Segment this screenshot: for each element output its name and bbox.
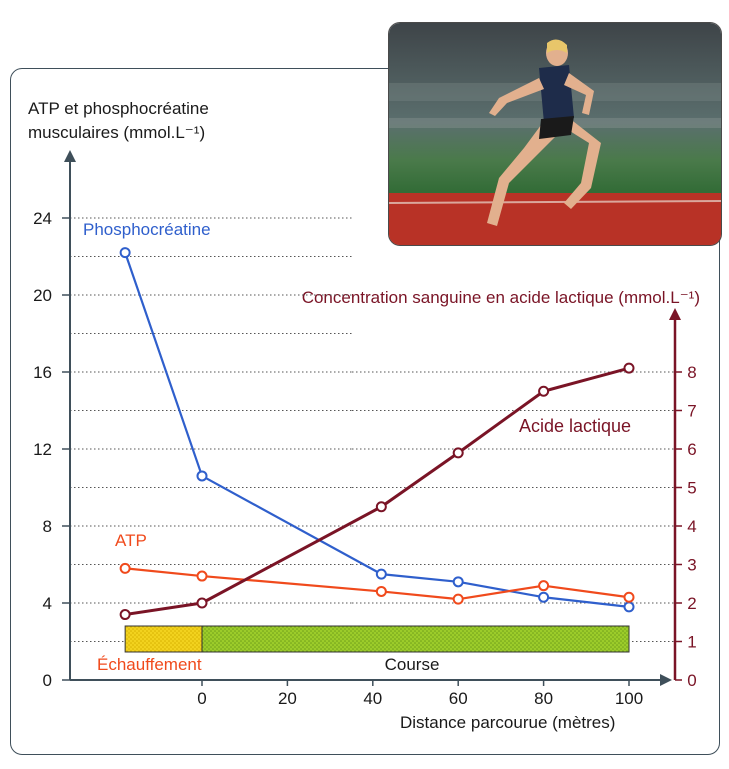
series-label-phosphocreatine: Phosphocréatine [83, 220, 211, 239]
data-point [196, 570, 208, 582]
data-point [623, 601, 635, 613]
phase-bar [124, 625, 203, 653]
series-line [124, 252, 630, 608]
left-tick-label: 4 [43, 594, 52, 613]
left-tick-label: 8 [43, 517, 52, 536]
data-point [375, 501, 387, 513]
series [119, 247, 635, 621]
right-tick-label: 8 [687, 363, 696, 382]
right-tick-label: 1 [687, 633, 696, 652]
right-axis-label: Concentration sanguine en acide lactique… [302, 288, 700, 307]
data-point [452, 447, 464, 459]
left-tick-label: 0 [43, 671, 52, 690]
series-line [125, 567, 630, 601]
phase-bar [201, 625, 630, 653]
phase-label-echauffement: Échauffement [97, 655, 202, 674]
right-axis-arrow-icon [669, 308, 681, 320]
data-point [538, 385, 550, 397]
x-axis-arrow-icon [660, 674, 672, 686]
data-point [623, 591, 635, 603]
left-tick-label: 12 [33, 440, 52, 459]
phase-bars [124, 625, 630, 653]
x-tick-label: 100 [615, 689, 643, 708]
left-axis-label-line1: ATP et phosphocréatine [28, 99, 209, 118]
right-tick-label: 3 [687, 556, 696, 575]
x-tick-label: 0 [197, 689, 206, 708]
left-axis-label-line2: musculaires (mmol.L⁻¹) [28, 123, 205, 142]
x-tick-label: 40 [363, 689, 382, 708]
data-point [119, 562, 131, 574]
left-axis-arrow-icon [64, 150, 76, 162]
data-point [452, 593, 464, 605]
data-point [538, 591, 550, 603]
right-tick-label: 7 [687, 402, 696, 421]
data-point [119, 609, 131, 621]
data-point [375, 585, 387, 597]
data-point [623, 362, 635, 374]
x-tick-label: 80 [534, 689, 553, 708]
series-line [124, 366, 630, 617]
sprinter-photo [388, 22, 722, 246]
data-point [452, 576, 464, 588]
right-tick-label: 0 [687, 671, 696, 690]
series-label-atp: ATP [115, 531, 147, 550]
data-point [538, 580, 550, 592]
data-point [375, 568, 387, 580]
data-point [196, 470, 208, 482]
phase-label-course: Course [385, 655, 440, 674]
x-axis-label: Distance parcourue (mètres) [400, 713, 615, 732]
right-tick-label: 4 [687, 517, 696, 536]
right-tick-label: 6 [687, 440, 696, 459]
left-tick-label: 16 [33, 363, 52, 382]
series-label-acide-lactique: Acide lactique [519, 416, 631, 436]
x-tick-label: 60 [449, 689, 468, 708]
right-tick-label: 2 [687, 594, 696, 613]
left-tick-label: 20 [33, 286, 52, 305]
data-point [119, 247, 131, 259]
right-tick-label: 5 [687, 479, 696, 498]
left-tick-label: 24 [33, 209, 52, 228]
x-tick-label: 20 [278, 689, 297, 708]
data-point [196, 597, 208, 609]
